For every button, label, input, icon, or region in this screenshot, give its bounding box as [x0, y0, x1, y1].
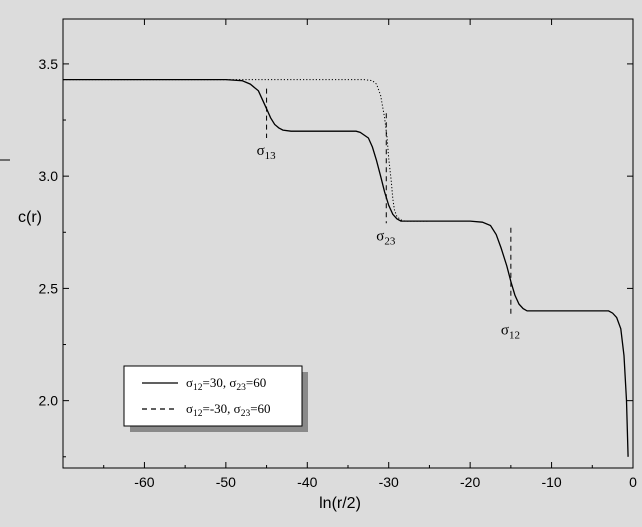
x-tick-label: -60 [134, 474, 154, 490]
x-axis-label: ln(r/2) [319, 495, 361, 512]
x-tick-label: -10 [541, 474, 561, 490]
legend: σ12=30, σ23=60 σ12=-30, σ23=60 [123, 365, 308, 432]
legend-label-1: σ12=30, σ23=60 [186, 375, 266, 393]
y-tick-label: 2.5 [39, 280, 59, 296]
axis-tick-labels: -60 -50 -40 -30 -20 -10 0 2.0 2.5 3.0 3.5 [39, 56, 638, 490]
y-tick-label: 2.0 [39, 393, 59, 409]
axis-ticks [62, 19, 634, 468]
x-tick-label: 0 [629, 474, 637, 490]
x-tick-label: -40 [297, 474, 317, 490]
x-tick-label: -30 [379, 474, 399, 490]
series-lines [63, 78, 629, 457]
y-tick-label: 3.5 [39, 56, 59, 72]
y-tick-label: 3.0 [39, 168, 59, 184]
y-axis-label: c(r) [18, 209, 42, 226]
series-line-1 [63, 78, 629, 457]
x-tick-label: -20 [460, 474, 480, 490]
x-tick-label: -50 [216, 474, 236, 490]
legend-box [123, 365, 303, 427]
legend-label-2: σ12=-30, σ23=60 [186, 401, 271, 419]
